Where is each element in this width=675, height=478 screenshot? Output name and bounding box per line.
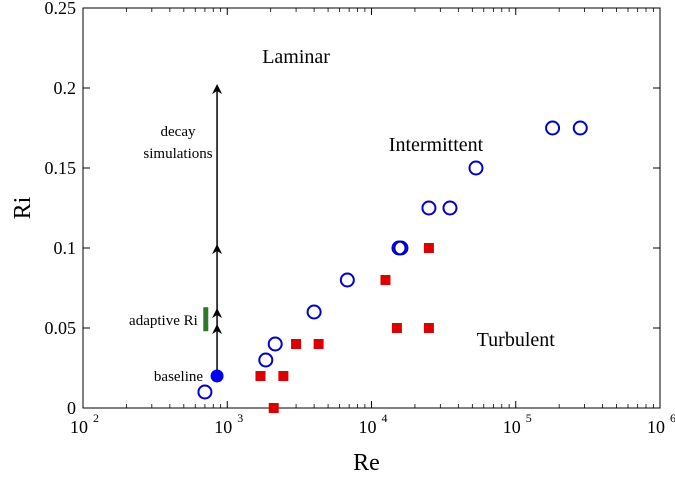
data-point-open-circle (267, 336, 283, 352)
baseline-label: baseline (154, 369, 203, 385)
x-tick-exponent: 6 (670, 411, 675, 425)
data-point-open-circle (545, 120, 561, 136)
y-tick-label: 0.05 (45, 318, 77, 338)
adaptive-ri-bar (203, 307, 209, 332)
region-label: Intermittent (389, 134, 484, 156)
decay-label-line2: simulations (143, 146, 212, 162)
x-tick-label: 10 (647, 417, 665, 437)
data-point-filled-square (268, 403, 279, 413)
x-tick-exponent: 4 (382, 411, 388, 425)
data-point-filled-square (423, 243, 434, 253)
y-tick-label: 0.25 (45, 0, 77, 18)
adaptive-ri-label: adaptive Ri (129, 313, 198, 329)
region-label: Laminar (262, 46, 330, 68)
y-tick-label: 0 (67, 398, 76, 418)
data-point-filled-square (291, 339, 302, 349)
x-tick-label: 10 (359, 417, 377, 437)
data-point-open-circle (258, 352, 274, 368)
data-point-filled-square (255, 371, 266, 381)
data-point-open-circle (442, 200, 458, 216)
plot-frame (82, 7, 661, 409)
data-point-open-circle (339, 272, 355, 288)
x-tick-exponent: 3 (237, 411, 243, 425)
data-point-open-circle (197, 384, 213, 400)
x-tick-exponent: 2 (93, 411, 99, 425)
data-point-open-circle (393, 240, 409, 256)
data-point-filled-square (313, 339, 324, 349)
data-point-filled-circle (210, 369, 224, 383)
data-point-filled-square (278, 371, 289, 381)
data-point-open-circle (572, 120, 588, 136)
region-label: Turbulent (477, 329, 556, 351)
plot-area: 10 2 10 3 10 4 10 5 10 6 0 0.05 0.1 0.15 0.2 0.25 Re Ri La… (10, 0, 675, 476)
y-tick-label: 0.2 (54, 78, 77, 98)
data-point-filled-square (391, 323, 402, 333)
x-tick-label: 10 (214, 417, 232, 437)
y-tick-label: 0.15 (45, 158, 77, 178)
y-axis-title: Ri (10, 196, 36, 219)
x-tick-label: 10 (70, 417, 88, 437)
data-point-open-circle (468, 160, 484, 176)
y-tick-label: 0.1 (54, 238, 77, 258)
data-point-filled-square (423, 323, 434, 333)
x-tick-label: 10 (503, 417, 521, 437)
data-point-open-circle (306, 304, 322, 320)
data-point-open-circle (421, 200, 437, 216)
decay-label-line1: decay (161, 124, 196, 140)
data-point-filled-square (380, 275, 391, 285)
x-axis-title: Re (353, 450, 380, 476)
x-tick-exponent: 5 (526, 411, 532, 425)
